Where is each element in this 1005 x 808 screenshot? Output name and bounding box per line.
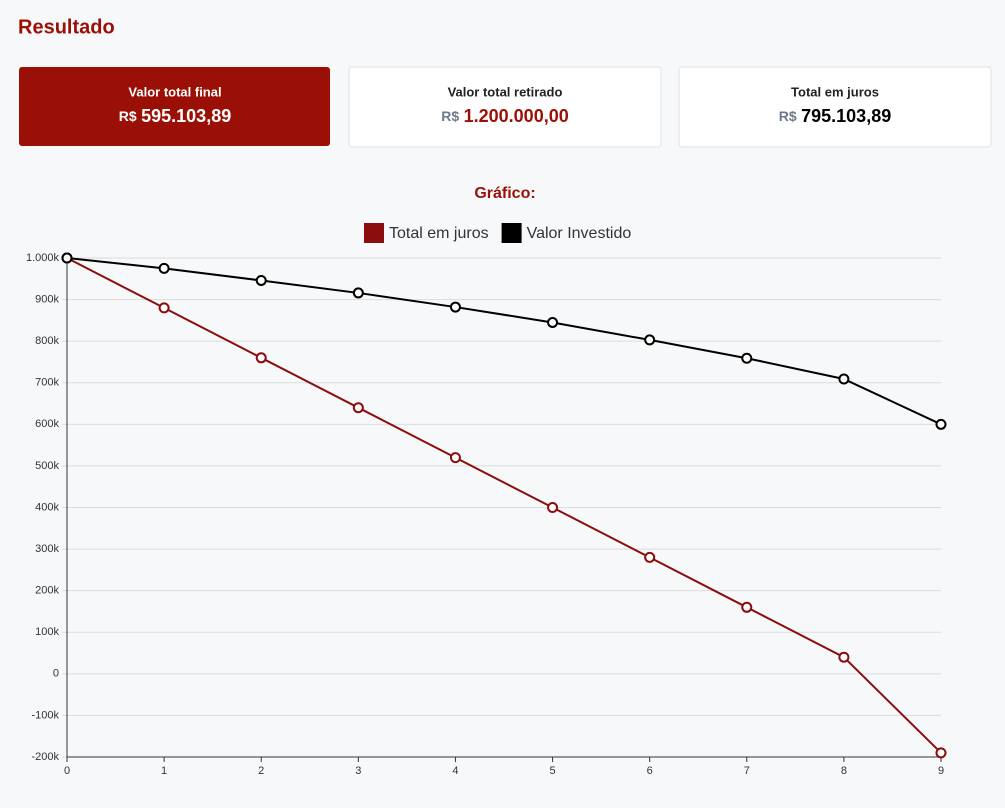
point <box>838 651 850 663</box>
x-tick-label: 9 <box>938 765 944 777</box>
point <box>255 274 267 286</box>
card-value: R$ 1.200.000,00 <box>441 106 568 126</box>
legend-swatch <box>501 223 522 243</box>
x-tick-label: 2 <box>258 765 264 777</box>
x-tick-label: 8 <box>841 765 847 777</box>
point <box>449 301 461 313</box>
card-value: R$ 795.103,89 <box>779 106 891 126</box>
x-tick-label: 1 <box>161 765 167 777</box>
card-label: Total em juros <box>791 84 879 99</box>
point <box>61 252 73 264</box>
point <box>547 316 559 328</box>
y-tick-label: 900k <box>35 293 59 305</box>
x-tick-label: 0 <box>64 765 70 777</box>
amount: 1.200.000,00 <box>464 106 569 126</box>
y-tick-label: 0 <box>53 668 59 680</box>
currency: R$ <box>119 108 137 124</box>
point <box>838 373 850 385</box>
point <box>741 601 753 613</box>
series-line <box>66 257 942 754</box>
series-line <box>66 257 942 426</box>
currency: R$ <box>441 108 459 124</box>
section-title: Resultado <box>18 16 115 38</box>
point <box>352 402 364 414</box>
y-tick-label: 700k <box>35 377 59 389</box>
y-tick-label: -200k <box>31 751 59 763</box>
amount: 795.103,89 <box>801 106 891 126</box>
point <box>158 302 170 314</box>
point <box>547 502 559 513</box>
y-tick-label: 100k <box>35 626 59 638</box>
x-tick-label: 7 <box>744 765 750 777</box>
card <box>19 67 330 146</box>
y-tick-label: 1.000k <box>26 252 60 264</box>
legend-label: Valor Investido <box>527 225 632 242</box>
point <box>644 334 656 346</box>
y-tick-label: 600k <box>35 418 59 430</box>
point <box>644 551 656 563</box>
y-tick-label: 400k <box>35 501 59 513</box>
card <box>348 66 662 148</box>
y-tick-label: -100k <box>31 709 59 721</box>
y-tick-label: 500k <box>35 460 59 472</box>
x-tick-label: 4 <box>452 765 458 777</box>
point <box>158 262 170 274</box>
point <box>352 287 364 299</box>
card <box>678 66 992 148</box>
legend-swatch <box>364 223 384 243</box>
point <box>935 418 947 430</box>
point <box>255 352 267 364</box>
y-tick-label: 800k <box>35 335 59 347</box>
currency: R$ <box>779 108 797 124</box>
card-label: Valor total retirado <box>448 84 563 99</box>
legend-label: Total em juros <box>389 225 489 242</box>
point <box>741 352 753 364</box>
card-label: Valor total final <box>128 84 221 99</box>
y-tick-label: 200k <box>35 585 59 597</box>
card-value: R$ 595.103,89 <box>119 106 231 126</box>
chart-title: Gráfico: <box>474 185 535 202</box>
x-tick-label: 6 <box>647 765 653 777</box>
x-tick-label: 3 <box>355 765 361 777</box>
amount: 595.103,89 <box>141 106 231 126</box>
point <box>935 747 947 759</box>
point <box>449 452 461 464</box>
y-tick-label: 300k <box>35 543 59 555</box>
x-tick-label: 5 <box>549 765 555 777</box>
